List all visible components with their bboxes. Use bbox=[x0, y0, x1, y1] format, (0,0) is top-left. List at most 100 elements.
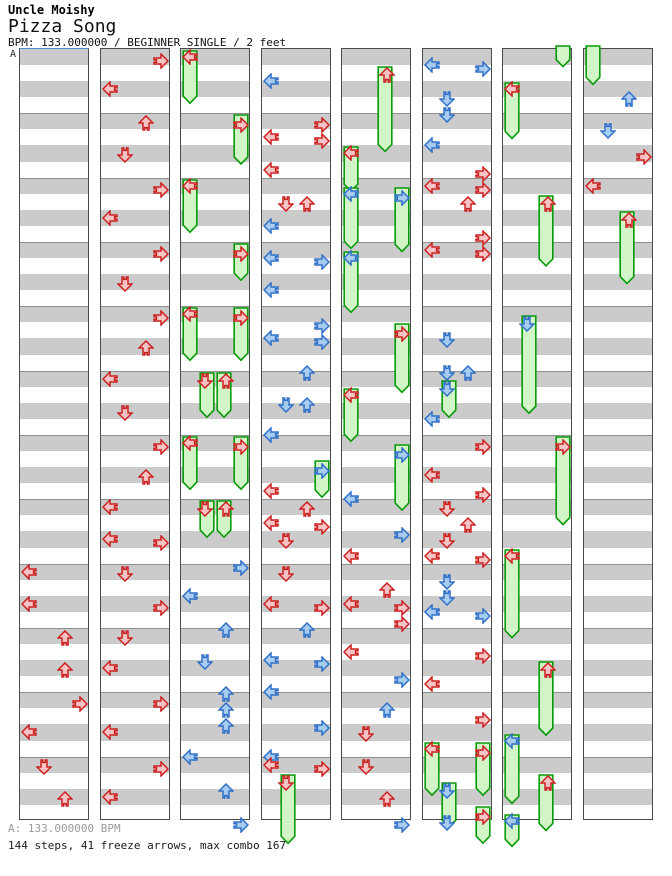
arrow-left-icon bbox=[423, 176, 440, 198]
arrow-up-icon bbox=[134, 469, 155, 485]
beat-row bbox=[20, 81, 88, 98]
measure-row bbox=[422, 113, 491, 130]
arrow-left-icon bbox=[423, 739, 440, 761]
beat-row bbox=[261, 467, 330, 484]
arrow-down-icon bbox=[599, 123, 620, 140]
beat-row bbox=[20, 676, 88, 692]
arrow-right-icon bbox=[475, 741, 491, 762]
freeze-body bbox=[538, 661, 555, 737]
measure-row bbox=[422, 306, 491, 323]
arrow-right-icon bbox=[313, 330, 330, 352]
measure-row bbox=[503, 49, 572, 66]
measure-row bbox=[100, 756, 169, 773]
measure-row bbox=[20, 177, 88, 194]
arrow-left-icon bbox=[101, 209, 118, 230]
beat-row bbox=[503, 644, 571, 660]
measure-row bbox=[503, 241, 572, 259]
arrow-left-icon bbox=[423, 546, 440, 568]
arrow-down-icon bbox=[276, 195, 298, 212]
beat-row bbox=[100, 788, 169, 805]
beat-row bbox=[181, 145, 250, 162]
freeze-body bbox=[504, 82, 521, 140]
arrow-left-icon bbox=[262, 514, 279, 535]
arrow-right-icon bbox=[313, 757, 330, 778]
arrow-right-icon bbox=[152, 757, 169, 778]
beat-row bbox=[261, 531, 330, 548]
beat-row bbox=[181, 724, 250, 741]
beat-row bbox=[20, 788, 88, 805]
beat-row bbox=[503, 258, 571, 274]
chart-panel bbox=[582, 45, 653, 820]
beat-row bbox=[503, 419, 571, 435]
measure-row bbox=[342, 499, 411, 516]
freeze-body bbox=[343, 251, 359, 314]
arrow-right-icon bbox=[233, 813, 250, 834]
measure-row bbox=[261, 306, 330, 323]
beat-row bbox=[20, 773, 88, 789]
measure-row bbox=[422, 434, 491, 452]
beat-row bbox=[503, 402, 572, 419]
arrow-right-icon bbox=[152, 242, 169, 263]
measure-row bbox=[422, 177, 491, 194]
measure-row bbox=[342, 306, 411, 323]
arrow-up-icon bbox=[214, 372, 235, 389]
arrow-down-icon bbox=[196, 372, 217, 389]
arrow-up-icon bbox=[375, 67, 397, 83]
freeze-body bbox=[377, 66, 393, 153]
measure-row bbox=[503, 499, 572, 516]
arrow-left-icon bbox=[20, 595, 37, 616]
arrow-down-icon bbox=[438, 364, 459, 381]
measure-row bbox=[503, 563, 572, 580]
measure-row bbox=[181, 563, 250, 580]
arrow-right-icon bbox=[72, 692, 89, 714]
beat-row bbox=[342, 595, 411, 612]
arrow-left-icon bbox=[20, 723, 37, 744]
measure-row bbox=[422, 499, 491, 516]
arrow-left-icon bbox=[262, 160, 279, 182]
arrow-up-icon bbox=[456, 195, 477, 212]
arrow-left-icon bbox=[343, 490, 360, 511]
arrow-left-icon bbox=[101, 723, 118, 744]
arrow-up-icon bbox=[375, 581, 397, 598]
beat-row bbox=[261, 595, 330, 612]
arrow-right-icon bbox=[475, 226, 491, 247]
measure-row bbox=[20, 563, 88, 580]
beat-row bbox=[584, 226, 652, 242]
arrow-right-icon bbox=[394, 813, 411, 834]
arrow-down-icon bbox=[115, 630, 137, 647]
chart-panel bbox=[341, 48, 412, 834]
measure-row bbox=[20, 692, 88, 709]
measure-row bbox=[100, 434, 169, 452]
beat-row bbox=[503, 290, 571, 306]
beat-row bbox=[181, 467, 250, 484]
beat-row bbox=[503, 724, 572, 741]
measure-row bbox=[100, 499, 169, 516]
arrow-right-icon bbox=[475, 162, 491, 183]
beat-row bbox=[583, 81, 652, 98]
measure-row bbox=[583, 563, 652, 580]
arrow-left-icon bbox=[182, 434, 198, 455]
arrow-left-icon bbox=[423, 466, 440, 487]
measure-row bbox=[181, 434, 250, 452]
freeze-body bbox=[182, 307, 198, 362]
measure-row bbox=[422, 627, 491, 645]
arrow-up-icon bbox=[295, 396, 316, 413]
measure-row bbox=[100, 306, 169, 323]
artist-name: Uncle Moishy bbox=[8, 3, 95, 17]
measure-row bbox=[342, 370, 411, 387]
beat-row bbox=[262, 97, 330, 113]
measure-row bbox=[503, 434, 572, 452]
arrow-right-icon bbox=[313, 515, 330, 537]
beat-row bbox=[20, 805, 88, 821]
arrow-right-icon bbox=[394, 612, 411, 633]
beat-row bbox=[100, 402, 169, 419]
measure-row bbox=[583, 370, 652, 387]
arrow-left-icon bbox=[262, 683, 279, 704]
beat-row bbox=[503, 676, 571, 692]
beat-row bbox=[101, 419, 169, 435]
beat-row bbox=[423, 290, 491, 306]
arrow-up-icon bbox=[375, 790, 397, 807]
beat-row bbox=[584, 483, 652, 499]
beat-row bbox=[583, 724, 652, 741]
